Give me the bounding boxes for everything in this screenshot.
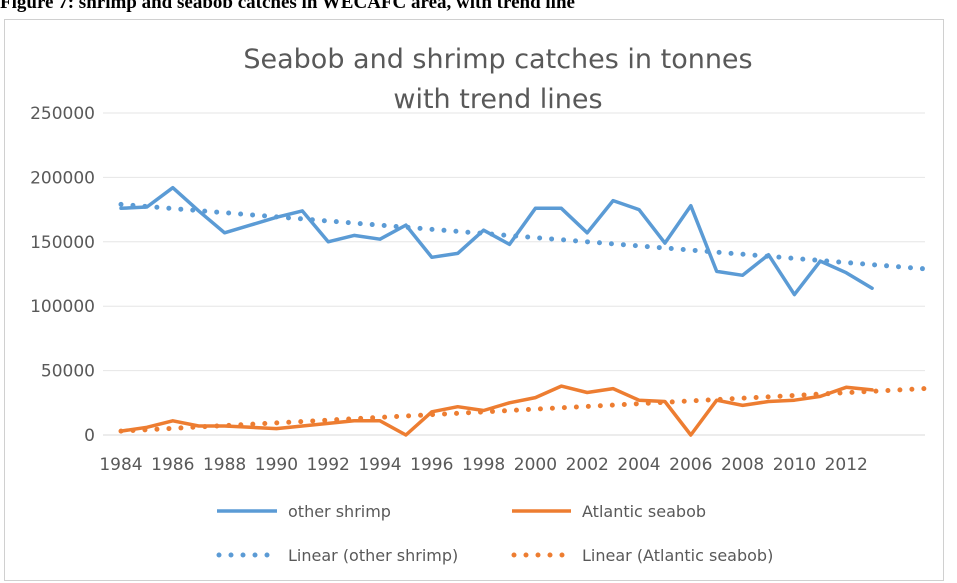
legend-label: Atlantic seabob: [582, 502, 706, 521]
x-tick-label: 1984: [99, 455, 142, 475]
line-chart: 0 50000 100000 150000 200000 250000 1984 1986 1…: [30, 44, 927, 565]
x-tick-label: 1992: [307, 455, 350, 475]
y-tick-label: 250000: [30, 104, 95, 124]
trend-line-linear-atlantic-seabob: [118, 386, 927, 434]
x-tick-label: 1996: [410, 455, 453, 475]
series-line-other-shrimp: [119, 185, 874, 297]
x-tick-label: 2002: [566, 455, 609, 475]
y-tick-label: 50000: [41, 362, 95, 382]
y-tick-label: 200000: [30, 168, 95, 188]
y-tick-label: 150000: [30, 233, 95, 253]
x-tick-label: 2004: [617, 455, 660, 475]
x-tick-label: 1988: [203, 455, 246, 475]
x-tick-label: 2006: [669, 455, 712, 475]
figure-caption: Figure 7: shrimp and seabob catches in W…: [0, 0, 575, 13]
x-tick-label: 1986: [151, 455, 194, 475]
x-tick-label: 2012: [825, 455, 868, 475]
x-tick-label: 2008: [721, 455, 764, 475]
y-tick-label: 0: [84, 426, 95, 446]
x-tick-label: 2000: [514, 455, 557, 475]
legend-label: other shrimp: [288, 502, 391, 521]
series-line-atlantic-seabob: [119, 384, 874, 437]
chart-title: Seabob and shrimp catches in tonnes: [243, 44, 752, 75]
x-tick-label: 1994: [358, 455, 401, 475]
y-tick-label: 100000: [30, 297, 95, 317]
x-tick-label: 1998: [462, 455, 505, 475]
legend-label: Linear (other shrimp): [288, 546, 458, 565]
legend-label: Linear (Atlantic seabob): [582, 546, 773, 565]
x-tick-label: 1990: [255, 455, 298, 475]
chart-title-line-2: with trend lines: [393, 84, 602, 115]
chart-area: 0 50000 100000 150000 200000 250000 1984 1986 1…: [4, 19, 944, 581]
x-tick-label: 2010: [773, 455, 816, 475]
trend-line-linear-other-shrimp: [118, 201, 927, 272]
